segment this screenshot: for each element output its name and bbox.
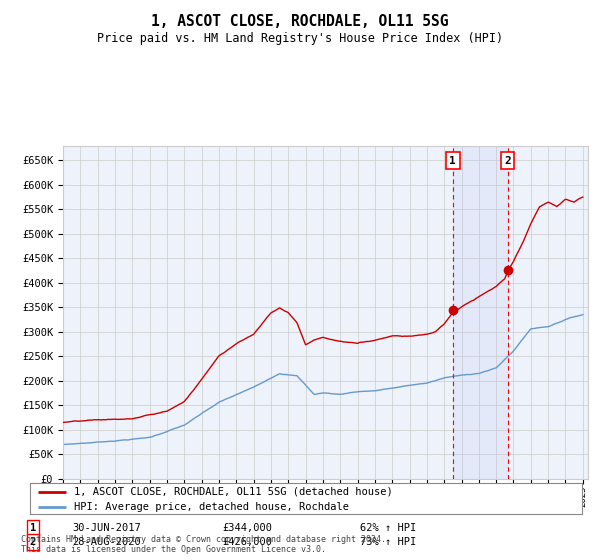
Text: £344,000: £344,000 (222, 523, 272, 533)
Text: 28-AUG-2020: 28-AUG-2020 (72, 537, 141, 547)
Text: 1: 1 (449, 156, 456, 166)
Text: Price paid vs. HM Land Registry's House Price Index (HPI): Price paid vs. HM Land Registry's House … (97, 32, 503, 45)
Text: 62% ↑ HPI: 62% ↑ HPI (360, 523, 416, 533)
Text: 30-JUN-2017: 30-JUN-2017 (72, 523, 141, 533)
Text: Contains HM Land Registry data © Crown copyright and database right 2024.
This d: Contains HM Land Registry data © Crown c… (21, 535, 386, 554)
Text: 1, ASCOT CLOSE, ROCHDALE, OL11 5SG (detached house): 1, ASCOT CLOSE, ROCHDALE, OL11 5SG (deta… (74, 487, 393, 497)
Text: £426,000: £426,000 (222, 537, 272, 547)
Text: 73% ↑ HPI: 73% ↑ HPI (360, 537, 416, 547)
Text: 1: 1 (30, 523, 36, 533)
Text: HPI: Average price, detached house, Rochdale: HPI: Average price, detached house, Roch… (74, 502, 349, 512)
Bar (453, 146, 508, 479)
Text: 2: 2 (505, 156, 511, 166)
Text: 1, ASCOT CLOSE, ROCHDALE, OL11 5SG: 1, ASCOT CLOSE, ROCHDALE, OL11 5SG (151, 14, 449, 29)
Text: 2: 2 (30, 537, 36, 547)
